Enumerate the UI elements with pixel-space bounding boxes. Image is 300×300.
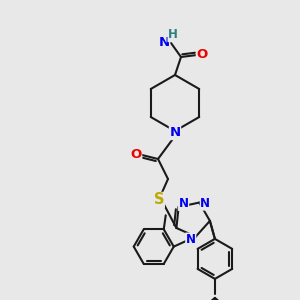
- Text: O: O: [130, 148, 142, 161]
- Text: N: N: [186, 233, 196, 246]
- Text: N: N: [200, 197, 210, 210]
- Text: N: N: [178, 197, 189, 211]
- Text: N: N: [169, 127, 181, 140]
- Text: O: O: [196, 49, 208, 62]
- Text: N: N: [158, 37, 169, 50]
- Text: H: H: [168, 28, 178, 41]
- Text: S: S: [154, 193, 164, 208]
